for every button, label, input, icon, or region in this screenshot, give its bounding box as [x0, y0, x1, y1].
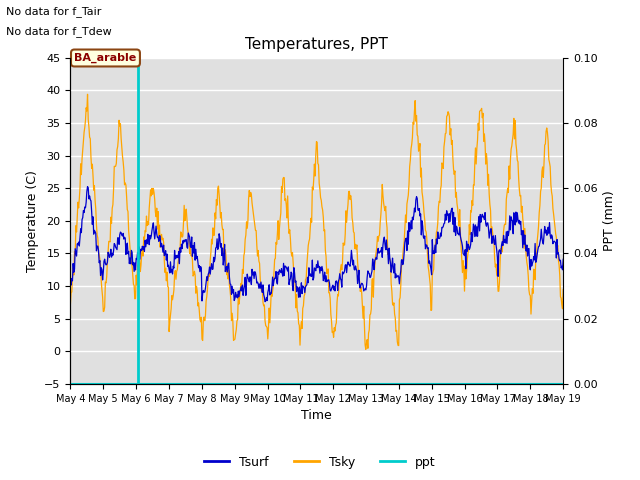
Y-axis label: Temperature (C): Temperature (C) — [26, 170, 39, 272]
Y-axis label: PPT (mm): PPT (mm) — [604, 191, 616, 251]
Legend: Tsurf, Tsky, ppt: Tsurf, Tsky, ppt — [199, 451, 441, 474]
Text: No data for f_Tair: No data for f_Tair — [6, 6, 102, 17]
Text: No data for f_Tdew: No data for f_Tdew — [6, 25, 112, 36]
X-axis label: Time: Time — [301, 409, 332, 422]
Text: BA_arable: BA_arable — [74, 53, 136, 63]
Title: Temperatures, PPT: Temperatures, PPT — [245, 37, 388, 52]
